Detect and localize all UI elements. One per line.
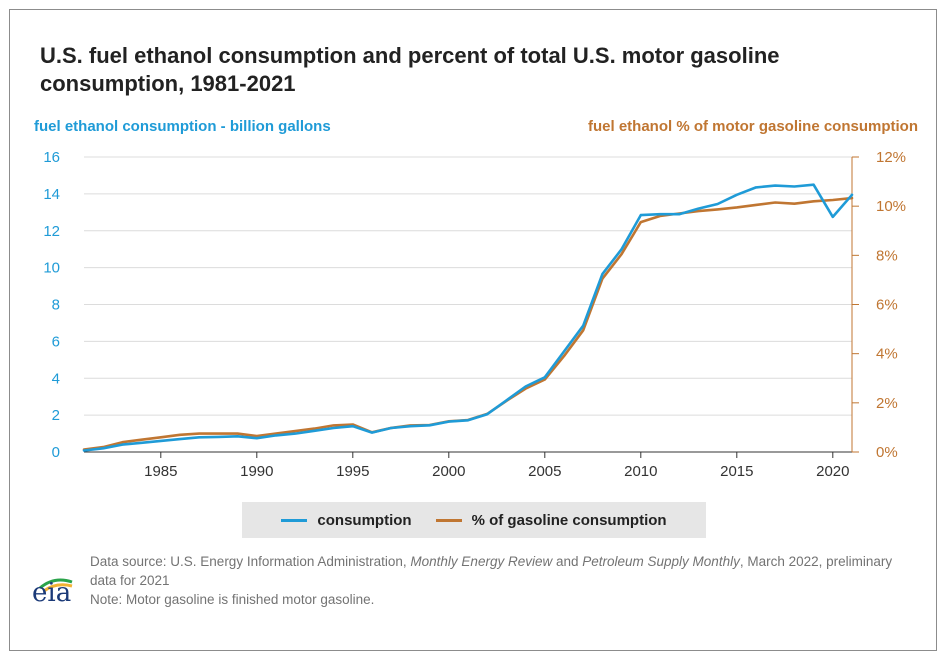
source-prefix: Data source: U.S. Energy Information Adm… xyxy=(90,554,411,569)
source-publication-2: Petroleum Supply Monthly xyxy=(582,554,740,569)
x-axis-ticks: 1985 1990 1995 2000 2005 2010 2015 2020 xyxy=(144,452,849,480)
chart-title: U.S. fuel ethanol consumption and percen… xyxy=(40,43,780,96)
right-tick-label: 10% xyxy=(876,198,906,215)
x-tick-label: 1985 xyxy=(144,463,177,480)
x-tick-label: 2000 xyxy=(432,463,465,480)
gridlines xyxy=(84,156,852,453)
chart-frame xyxy=(9,9,937,651)
legend-swatch-percent xyxy=(435,518,462,522)
left-tick-label: 12 xyxy=(43,223,60,240)
left-axis-ticks: 0 2 4 6 8 10 12 14 16 xyxy=(43,149,60,461)
x-tick-label: 2005 xyxy=(528,463,561,480)
source-publication-1: Monthly Energy Review xyxy=(410,554,553,569)
left-tick-label: 14 xyxy=(43,186,60,203)
left-tick-label: 4 xyxy=(52,370,60,387)
source-suffix: , March 2022, preliminary data for 2021 xyxy=(90,554,893,588)
right-tick-label: 12% xyxy=(876,149,906,166)
series-lines xyxy=(82,183,854,452)
x-tick-label: 2010 xyxy=(624,463,657,480)
legend-label-consumption: consumption xyxy=(317,511,412,529)
source-line: Data source: U.S. Energy Information Adm… xyxy=(90,552,910,590)
source-note-line: Note: Motor gasoline is finished motor g… xyxy=(90,592,375,607)
legend-item-percent: % of gasoline consumption xyxy=(435,511,667,529)
left-tick-label: 2 xyxy=(52,407,60,424)
right-axis-title: fuel ethanol % of motor gasoline consump… xyxy=(587,118,918,135)
left-axis-title: fuel ethanol consumption - billion gallo… xyxy=(34,118,331,135)
source-note: Data source: U.S. Energy Information Adm… xyxy=(90,552,910,609)
legend-swatch-consumption xyxy=(281,518,308,522)
logo-text: eia xyxy=(32,578,72,608)
x-tick-label: 2020 xyxy=(816,463,849,480)
legend-label-percent: % of gasoline consumption xyxy=(471,511,667,529)
left-tick-label: 6 xyxy=(52,333,60,350)
left-tick-label: 16 xyxy=(43,149,60,166)
right-tick-label: 0% xyxy=(876,444,898,461)
x-tick-label: 2015 xyxy=(720,463,753,480)
left-tick-label: 8 xyxy=(52,297,60,314)
legend-item-consumption: consumption xyxy=(281,511,412,529)
percent-line xyxy=(82,196,854,451)
right-tick-label: 8% xyxy=(876,247,898,264)
consumption-line xyxy=(82,183,854,452)
right-axis-ticks: 0% 2% 4% 6% 8% 10% 12% xyxy=(851,149,906,461)
right-tick-label: 4% xyxy=(876,346,898,363)
x-tick-label: 1990 xyxy=(240,463,273,480)
legend: consumption % of gasoline consumption xyxy=(242,502,706,538)
left-tick-label: 10 xyxy=(43,260,60,277)
right-tick-label: 6% xyxy=(876,297,898,314)
left-tick-label: 0 xyxy=(52,444,60,461)
eia-logo: eia xyxy=(32,574,78,610)
source-conjunction: and xyxy=(552,554,583,569)
x-tick-label: 1995 xyxy=(336,463,369,480)
right-tick-label: 2% xyxy=(876,395,898,412)
logo-arcs-icon xyxy=(39,578,73,593)
